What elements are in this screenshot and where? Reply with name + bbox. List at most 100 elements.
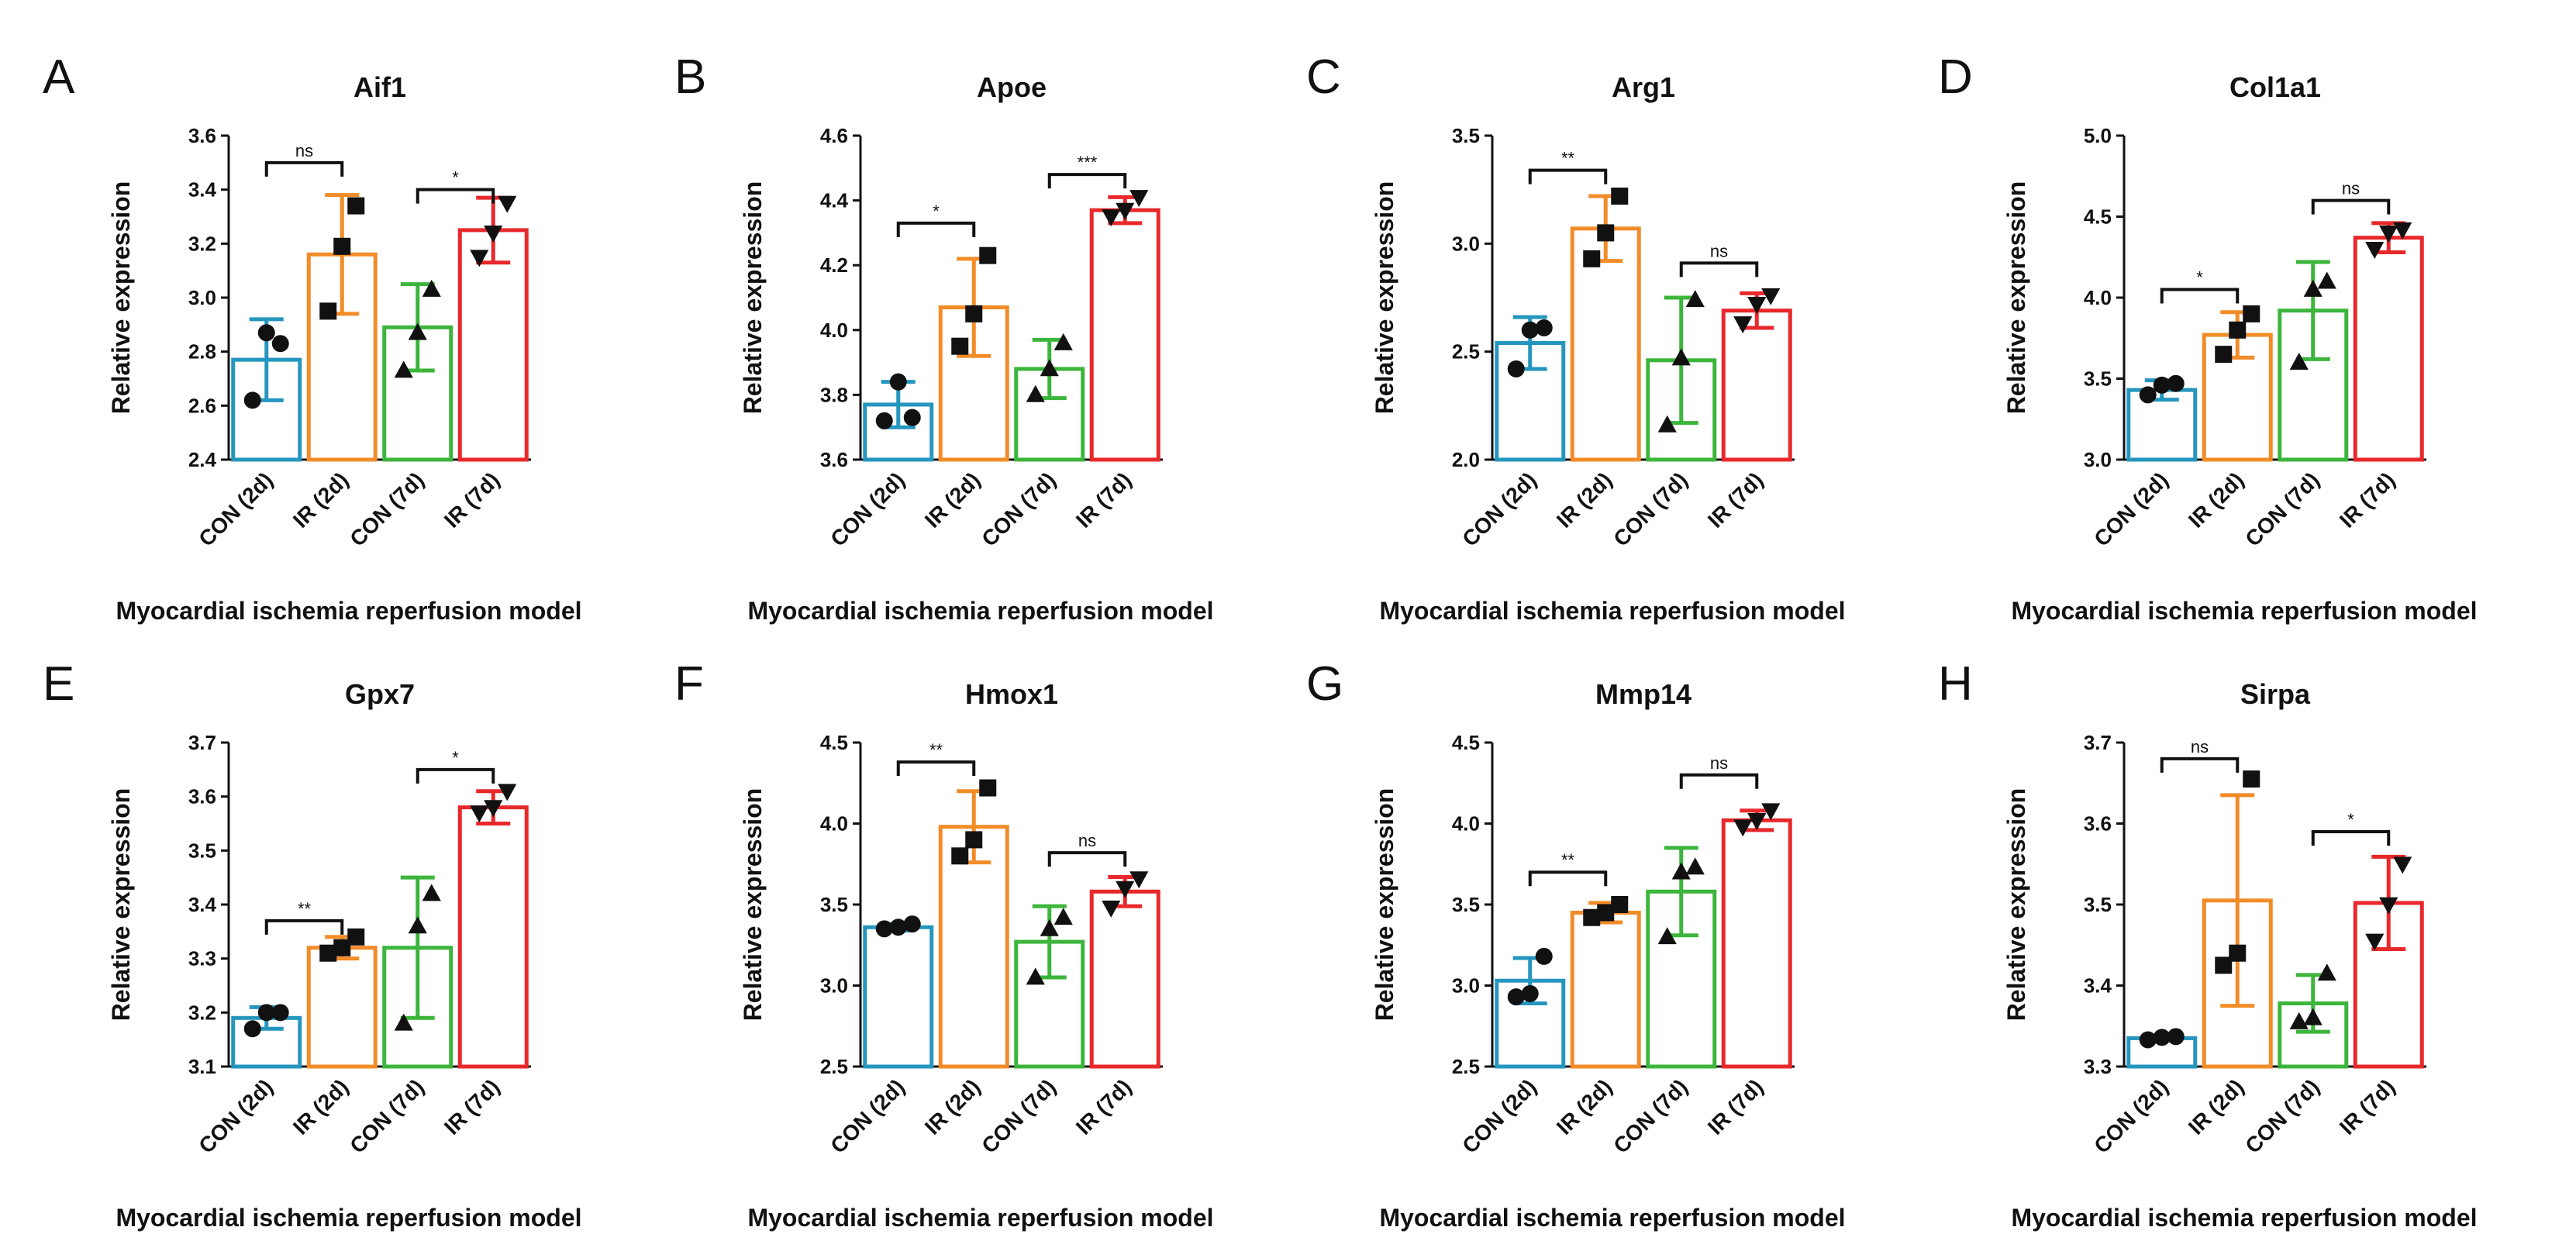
data-point [951, 337, 969, 355]
significance-bracket [1679, 773, 1759, 789]
data-point [1040, 359, 1059, 377]
data-point [333, 237, 351, 255]
y-tick-label: 3.0 [1452, 974, 1480, 998]
x-tick-label: IR (2d) [288, 467, 353, 532]
panel-letter: E [43, 657, 74, 711]
significance-label: ** [1561, 149, 1575, 168]
significance-label: ** [929, 740, 943, 760]
data-point [1761, 288, 1781, 305]
data-point [1611, 896, 1629, 913]
significance-bracket [416, 767, 495, 784]
data-point [1583, 250, 1601, 267]
data-point [2229, 944, 2247, 962]
x-tick-label: IR (7d) [1703, 1074, 1768, 1139]
data-point [875, 412, 893, 429]
significance-bracket [2311, 829, 2391, 846]
data-point [965, 831, 983, 849]
data-point [319, 944, 337, 962]
data-point [1102, 900, 1121, 918]
significance-bracket [416, 188, 495, 204]
data-point [2317, 271, 2336, 289]
y-tick-label: 3.5 [2084, 893, 2112, 916]
bar-ir-7d [2353, 236, 2424, 462]
data-point [2139, 1031, 2157, 1049]
data-point [1597, 224, 1615, 242]
x-axis-label: Myocardial ischemia reperfusion model [747, 1204, 1213, 1232]
chart-title: Col1a1 [2229, 71, 2321, 103]
data-point [2379, 226, 2398, 243]
x-tick-label: IR (7d) [1703, 467, 1768, 532]
x-tick-label: IR (2d) [1552, 467, 1617, 532]
y-tick-label: 3.0 [188, 286, 216, 309]
x-tick-label: CON (7d) [977, 1074, 1060, 1158]
y-tick-label: 3.3 [188, 947, 216, 970]
data-point [1116, 202, 1135, 220]
data-point [1747, 297, 1767, 315]
data-point [2393, 222, 2412, 240]
data-point [347, 197, 365, 215]
y-tick-label: 3.2 [188, 1001, 216, 1024]
chart-title: Apoe [977, 71, 1047, 103]
panel-letter: D [1938, 50, 1973, 104]
data-point [889, 373, 907, 391]
significance-bracket [1679, 261, 1759, 277]
y-axis-label: Relative expression [2002, 788, 2030, 1022]
x-tick-label: IR (2d) [288, 1074, 353, 1139]
data-point [2379, 897, 2398, 915]
y-tick-label: 3.5 [2084, 367, 2112, 391]
data-point [2303, 279, 2323, 297]
x-tick-label: IR (7d) [1071, 1074, 1136, 1139]
data-point [1054, 333, 1073, 350]
data-point [1521, 321, 1539, 339]
x-tick-label: IR (7d) [440, 1074, 505, 1139]
significance-bracket [2160, 288, 2240, 304]
data-point [271, 1004, 289, 1022]
data-point [875, 920, 893, 938]
data-point [1116, 881, 1135, 898]
chart-panel-g: G Mmp14 2.5 3.0 3.5 4.0 4.5 Relative expression… [1306, 657, 1846, 1232]
panel-letter: A [43, 50, 75, 104]
data-point [1507, 360, 1525, 377]
y-tick-label: 4.5 [2084, 205, 2112, 229]
y-tick-label: 3.5 [820, 893, 848, 916]
significance-bracket [2160, 757, 2240, 773]
chart-title: Arg1 [1612, 71, 1675, 103]
significance-bracket [1047, 173, 1127, 189]
x-tick-label: CON (7d) [1609, 467, 1692, 551]
data-point [2365, 933, 2385, 951]
data-point [1026, 967, 1045, 985]
bar-ir-7d [1089, 208, 1160, 462]
x-tick-label: IR (2d) [1552, 1074, 1617, 1139]
chart-panel-f: F Hmox1 2.5 3.0 3.5 4.0 4.5 Relative expression… [674, 657, 1214, 1232]
data-point [1685, 857, 1705, 875]
panel-letter: G [1306, 657, 1343, 711]
significance-bracket [264, 919, 344, 935]
data-point [2289, 1012, 2309, 1029]
data-point [2215, 956, 2233, 974]
data-point [979, 779, 997, 797]
x-axis-label: Myocardial ischemia reperfusion model [1379, 597, 1845, 625]
x-axis-label: Myocardial ischemia reperfusion model [2011, 1204, 2477, 1232]
x-tick-label: IR (7d) [1071, 467, 1136, 532]
data-point [2167, 374, 2185, 392]
data-point [951, 847, 969, 865]
data-point [1129, 190, 1149, 208]
significance-bracket [1528, 870, 1608, 887]
x-tick-label: CON (7d) [977, 467, 1060, 551]
y-tick-label: 4.2 [820, 253, 848, 277]
y-tick-label: 2.8 [188, 340, 216, 364]
bar-ir-2d [1570, 226, 1641, 462]
data-point [1657, 415, 1677, 433]
bar-ir-7d [1721, 818, 1792, 1069]
significance-bracket [896, 221, 976, 237]
x-tick-label: IR (2d) [2184, 1074, 2249, 1139]
x-axis-label: Myocardial ischemia reperfusion model [1379, 1204, 1845, 1232]
data-point [2393, 856, 2412, 874]
bar-ir-7d [1089, 889, 1160, 1069]
chart-panel-a: A Aif1 2.4 2.6 2.8 3.0 3.2 3.4 3.6 Relative expre… [43, 50, 582, 625]
y-axis-label: Relative expression [1371, 788, 1398, 1022]
data-point [257, 1004, 275, 1022]
y-tick-label: 4.0 [820, 319, 848, 342]
y-tick-label: 5.0 [2084, 124, 2112, 147]
